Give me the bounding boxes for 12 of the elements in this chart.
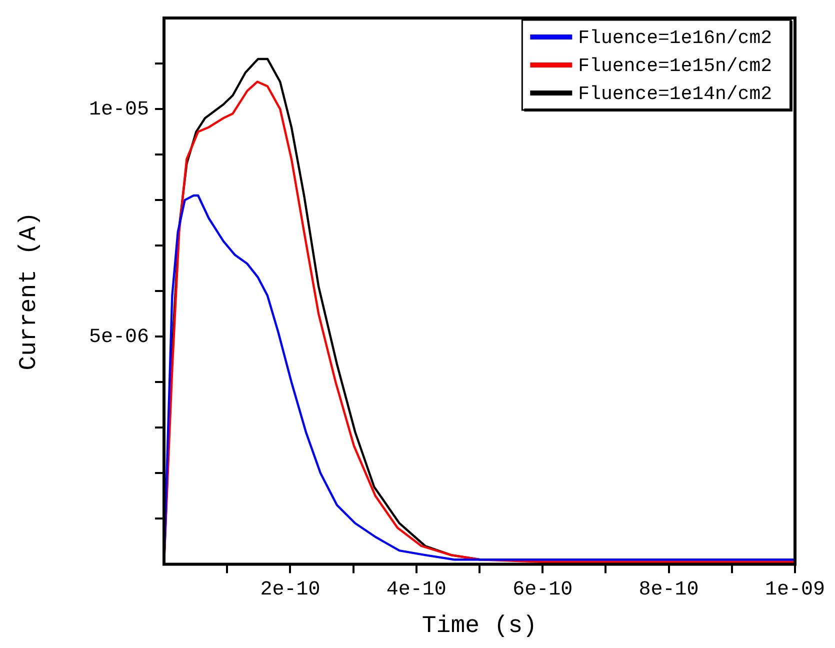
x-tick-label: 8e-10: [638, 578, 699, 602]
legend-label: Fluence=1e15n/cm2: [578, 55, 772, 78]
x-tick-label: 1e-09: [764, 578, 826, 602]
x-tick-label: 6e-10: [512, 578, 573, 602]
legend-label: Fluence=1e16n/cm2: [578, 27, 772, 50]
x-axis-title: Time (s): [422, 612, 538, 640]
y-tick-label: 1e-05: [88, 98, 149, 122]
y-tick-label: 5e-06: [88, 326, 149, 349]
y-axis-title: Current (A): [16, 212, 43, 370]
x-tick-label: 4e-10: [386, 578, 446, 602]
legend-label: Fluence=1e14n/cm2: [578, 83, 772, 106]
x-tick-label: 2e-10: [260, 578, 320, 602]
